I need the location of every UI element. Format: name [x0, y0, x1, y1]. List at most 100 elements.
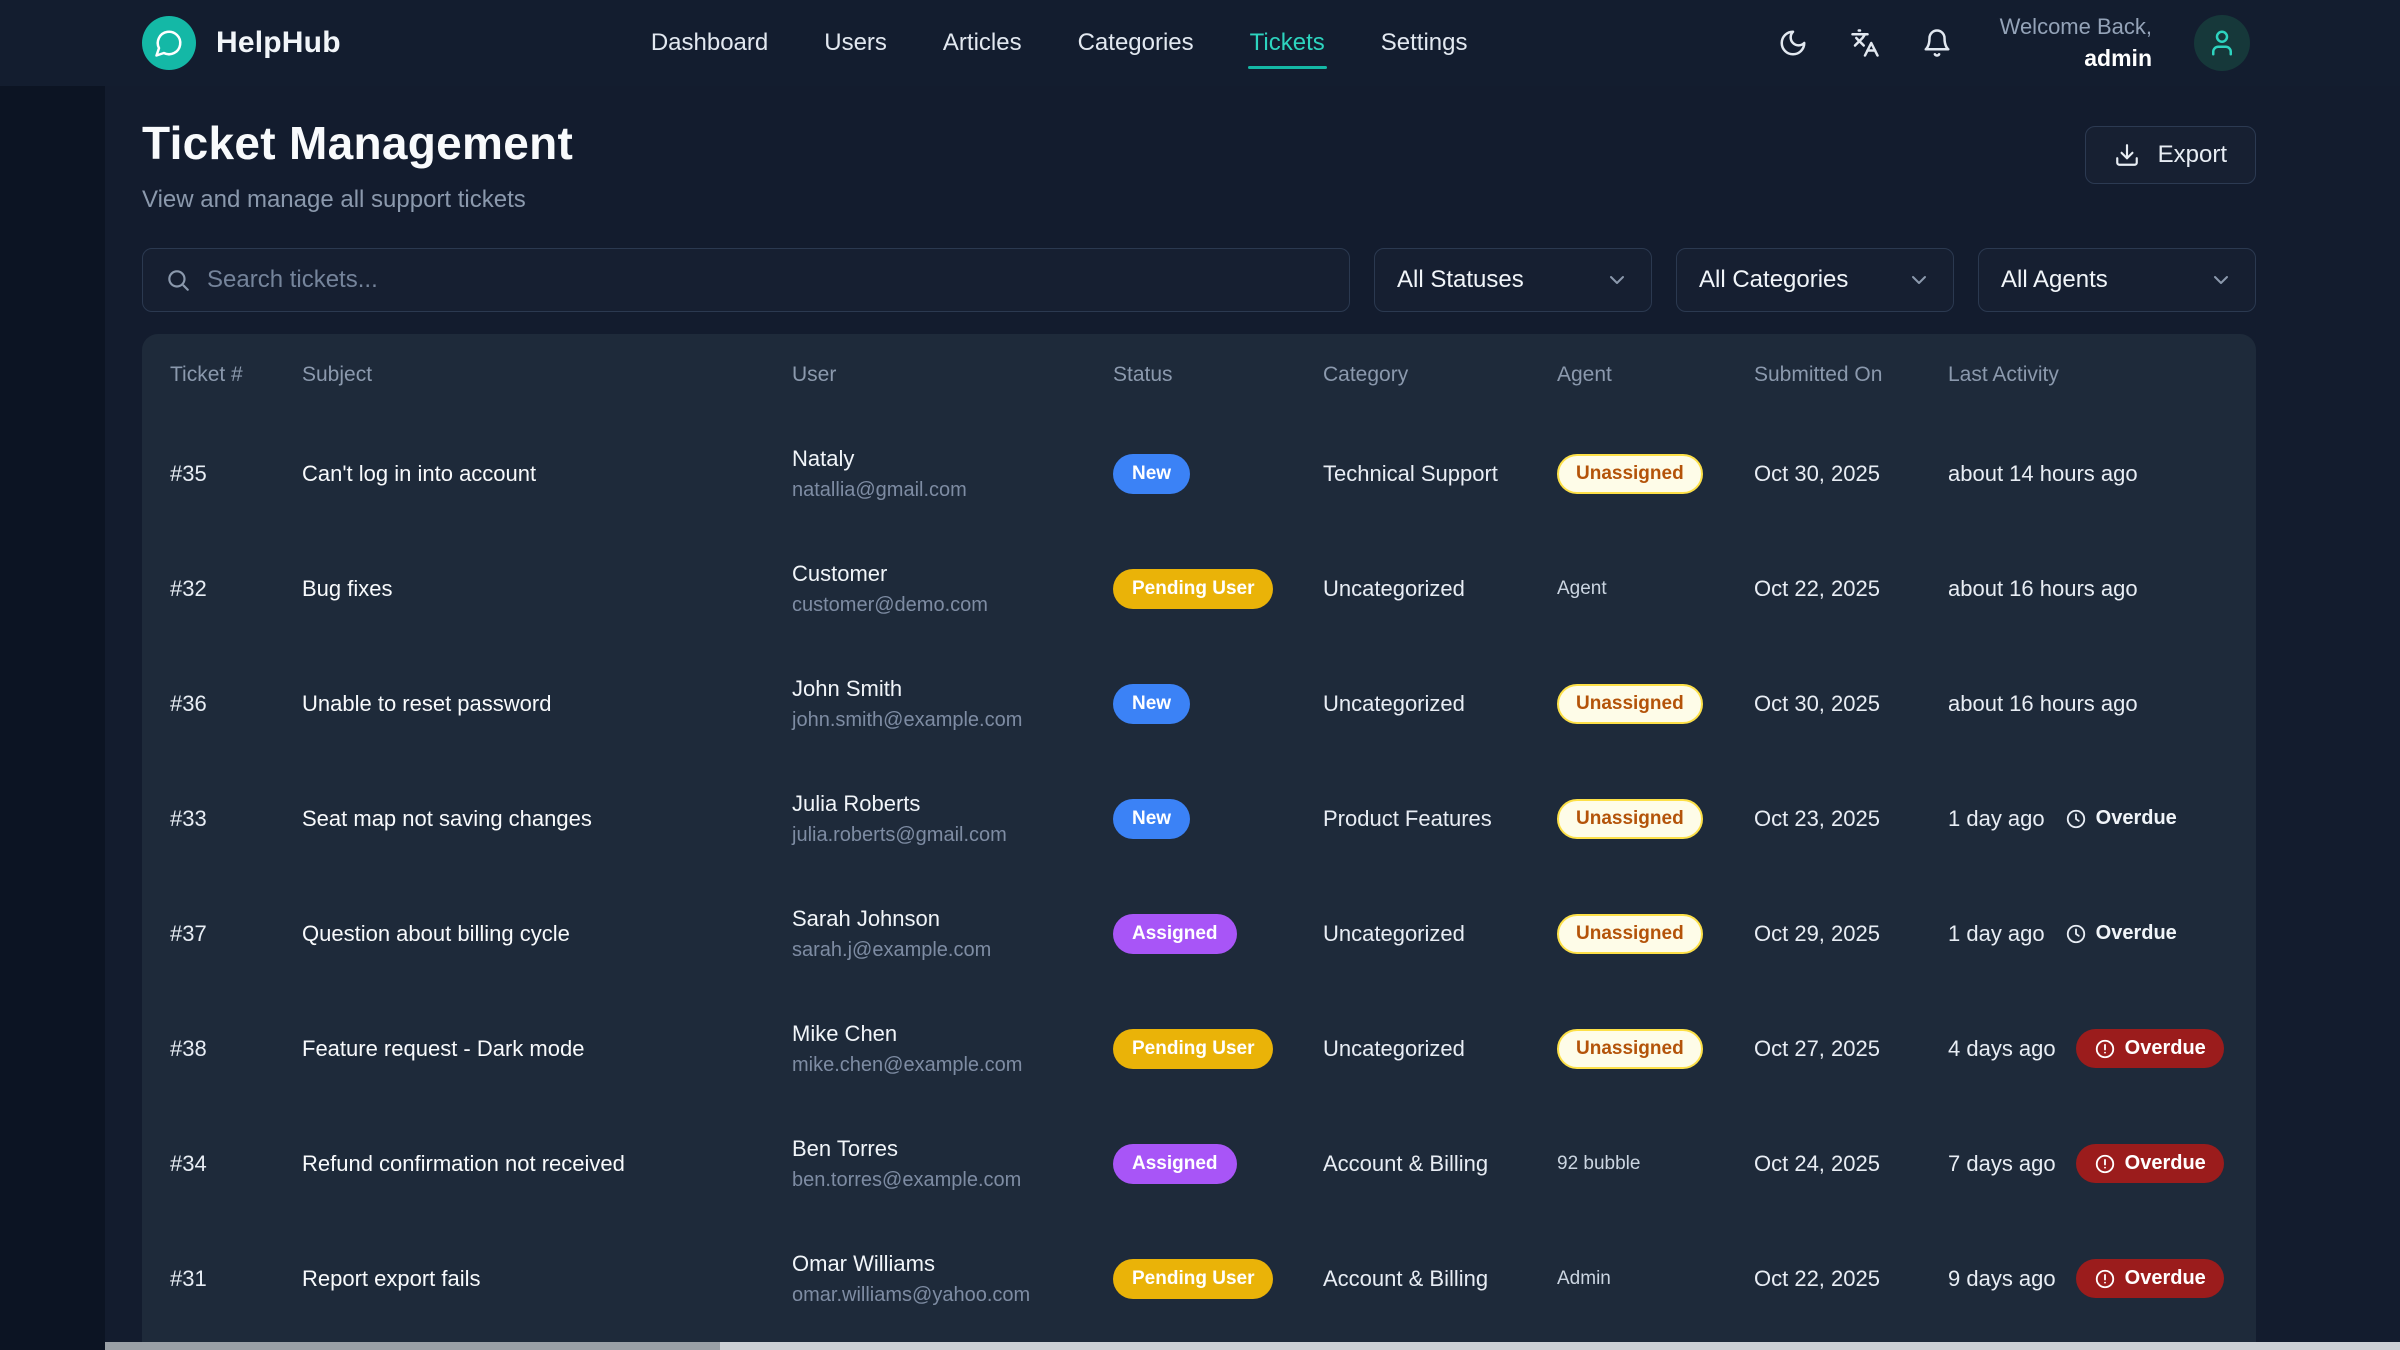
table-row[interactable]: #35 Can't log in into account Nataly nat…	[142, 416, 2256, 531]
horizontal-scrollbar[interactable]	[105, 1342, 2400, 1350]
ticket-subject: Feature request - Dark mode	[302, 1035, 585, 1061]
nav-item-settings[interactable]: Settings	[1380, 29, 1468, 56]
status-filter-dropdown[interactable]: All Statuses	[1374, 248, 1652, 312]
main-content: Ticket Management View and manage all su…	[105, 86, 2400, 1342]
chevron-down-icon	[1907, 268, 1931, 292]
bell-icon	[1922, 28, 1952, 58]
user-email: julia.roberts@gmail.com	[792, 823, 1007, 846]
nav-item-categories[interactable]: Categories	[1077, 29, 1194, 56]
ticket-category: Uncategorized	[1323, 1035, 1465, 1061]
ticket-status-cell: Pending User	[1113, 568, 1323, 609]
nav-item-tickets[interactable]: Tickets	[1247, 1, 1327, 85]
user-email: omar.williams@yahoo.com	[792, 1283, 1031, 1306]
status-badge: New	[1113, 683, 1191, 724]
welcome-label: Welcome Back,	[1999, 13, 2152, 39]
col-header-activity: Last Activity	[1948, 363, 2059, 386]
ticket-activity-cell: 1 day ago Overdue	[1948, 921, 2228, 947]
ticket-id: #31	[170, 1265, 207, 1291]
brand-logo[interactable]: HelpHub	[142, 16, 341, 70]
table-row[interactable]: #34 Refund confirmation not received Ben…	[142, 1106, 2256, 1221]
moon-icon	[1778, 28, 1808, 58]
user-name: Ben Torres	[792, 1135, 898, 1161]
status-badge: New	[1113, 798, 1191, 839]
nav-item-dashboard[interactable]: Dashboard	[650, 29, 769, 56]
ticket-category: Technical Support	[1323, 460, 1498, 486]
col-header-status: Status	[1113, 363, 1173, 386]
status-badge: Assigned	[1113, 1143, 1237, 1184]
language-button[interactable]	[1850, 28, 1880, 58]
col-header-category: Category	[1323, 363, 1409, 386]
notifications-button[interactable]	[1922, 28, 1952, 58]
user-name: John Smith	[792, 675, 903, 701]
welcome-text: Welcome Back, admin	[2000, 12, 2152, 75]
filters-bar: All Statuses All Categories All Agents	[142, 248, 2256, 312]
table-row[interactable]: #38 Feature request - Dark mode Mike Che…	[142, 991, 2256, 1106]
category-filter-value: All Categories	[1699, 266, 1849, 293]
user-email: natallia@gmail.com	[792, 478, 967, 501]
search-input[interactable]	[207, 266, 1327, 294]
user-name: Sarah Johnson	[792, 905, 940, 931]
agent-filter-dropdown[interactable]: All Agents	[1978, 248, 2256, 312]
user-icon	[2207, 28, 2237, 58]
export-button[interactable]: Export	[2084, 126, 2256, 184]
category-filter-dropdown[interactable]: All Categories	[1676, 248, 1954, 312]
ticket-id: #35	[170, 460, 207, 486]
overdue-label: Overdue	[2095, 922, 2177, 944]
activity-time: about 16 hours ago	[1948, 575, 2138, 601]
table-row[interactable]: #32 Bug fixes Customer customer@demo.com…	[142, 531, 2256, 646]
ticket-user: Nataly natallia@gmail.com	[792, 446, 1113, 502]
user-email: sarah.j@example.com	[792, 938, 992, 961]
ticket-submitted: Oct 22, 2025	[1754, 575, 1880, 601]
ticket-subject: Question about billing cycle	[302, 920, 570, 946]
agent-badge: Unassigned	[1557, 1028, 1703, 1069]
user-email: customer@demo.com	[792, 593, 988, 616]
ticket-status-cell: Assigned	[1113, 1143, 1323, 1184]
activity-time: 9 days ago	[1948, 1265, 2056, 1291]
nav-item-articles[interactable]: Articles	[942, 29, 1022, 56]
user-avatar[interactable]	[2194, 14, 2250, 71]
user-name: Nataly	[792, 445, 855, 471]
table-row[interactable]: #37 Question about billing cycle Sarah J…	[142, 876, 2256, 991]
ticket-submitted: Oct 22, 2025	[1754, 1265, 1880, 1291]
overdue-indicator: Overdue	[2065, 807, 2177, 830]
ticket-activity-cell: 7 days ago Overdue	[1948, 1144, 2228, 1183]
top-navbar: HelpHub Dashboard Users Articles Categor…	[0, 0, 2400, 86]
ticket-user: Mike Chen mike.chen@example.com	[792, 1021, 1113, 1077]
scrollbar-thumb[interactable]	[105, 1342, 720, 1350]
activity-time: about 16 hours ago	[1948, 690, 2138, 716]
col-header-agent: Agent	[1557, 363, 1612, 386]
activity-time: 4 days ago	[1948, 1035, 2056, 1061]
nav-item-users[interactable]: Users	[824, 29, 887, 56]
agent-text: Agent	[1557, 577, 1607, 599]
user-name: Mike Chen	[792, 1020, 898, 1046]
table-row[interactable]: #33 Seat map not saving changes Julia Ro…	[142, 761, 2256, 876]
theme-toggle-button[interactable]	[1778, 28, 1808, 58]
search-icon	[165, 267, 191, 293]
ticket-activity-cell: 9 days ago Overdue	[1948, 1259, 2228, 1298]
ticket-user: John Smith john.smith@example.com	[792, 676, 1113, 732]
table-row[interactable]: #36 Unable to reset password John Smith …	[142, 646, 2256, 761]
ticket-category: Product Features	[1323, 805, 1492, 831]
ticket-submitted: Oct 27, 2025	[1754, 1035, 1880, 1061]
main-nav: Dashboard Users Articles Categories Tick…	[649, 1, 1470, 85]
status-badge: Pending User	[1113, 1258, 1274, 1299]
ticket-status-cell: New	[1113, 683, 1323, 724]
ticket-submitted: Oct 30, 2025	[1754, 690, 1880, 716]
status-filter-value: All Statuses	[1397, 266, 1524, 293]
ticket-subject: Report export fails	[302, 1265, 481, 1291]
ticket-user: Omar Williams omar.williams@yahoo.com	[792, 1251, 1113, 1307]
ticket-subject: Can't log in into account	[302, 460, 537, 486]
table-header-row: Ticket # Subject User Status Category Ag…	[142, 334, 2256, 416]
col-header-subject: Subject	[302, 363, 373, 386]
ticket-submitted: Oct 24, 2025	[1754, 1150, 1880, 1176]
overdue-label: Overdue	[2124, 1152, 2206, 1174]
table-row[interactable]: #31 Report export fails Omar Williams om…	[142, 1221, 2256, 1336]
ticket-category: Account & Billing	[1323, 1150, 1489, 1176]
brand-name: HelpHub	[216, 26, 341, 59]
ticket-category: Account & Billing	[1323, 1265, 1489, 1291]
ticket-user: Customer customer@demo.com	[792, 561, 1113, 617]
languages-icon	[1850, 28, 1880, 58]
alert-circle-icon	[2094, 1268, 2116, 1290]
overdue-label: Overdue	[2095, 807, 2177, 829]
ticket-activity-cell: 1 day ago Overdue	[1948, 806, 2228, 832]
